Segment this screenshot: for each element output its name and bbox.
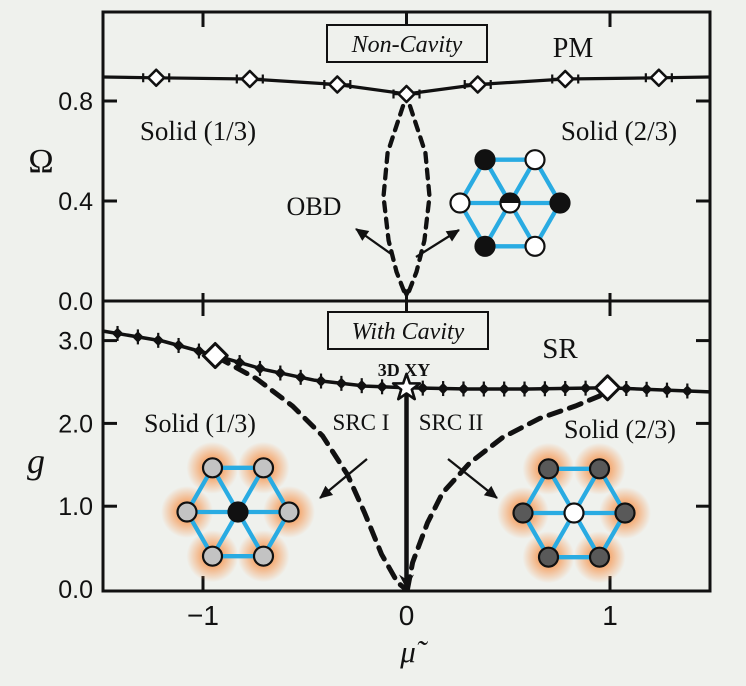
svg-text:0.0: 0.0 [58, 288, 93, 316]
phase-label-solid23-bottom: Solid (2/3) [564, 415, 676, 444]
phase-label-obd: OBD [287, 192, 342, 221]
phase-label-solid13-top: Solid (1/3) [140, 116, 256, 146]
svg-text:0.0: 0.0 [58, 576, 93, 604]
top-yaxis-title: Ω [28, 143, 53, 180]
phase-label-sr: SR [542, 333, 578, 365]
svg-text:0.8: 0.8 [58, 88, 93, 116]
phase-label-solid13-bottom: Solid (1/3) [144, 409, 256, 438]
svg-text:3.0: 3.0 [58, 328, 93, 356]
phase-label-pm: PM [553, 33, 594, 64]
top-panel-title-box [326, 24, 488, 63]
bottom-panel-title-box [327, 311, 489, 350]
phase-label-src2: SRC II [419, 410, 484, 435]
top-panel-title: Non-Cavity [351, 32, 463, 58]
critical-point-label: 3D XY [378, 360, 431, 380]
obd-state-lattice [449, 149, 571, 257]
src1-arrow [319, 458, 368, 499]
obd-arrow-right [415, 229, 460, 258]
solid-13-lattice [161, 441, 315, 583]
bottom-panel-title: With Cavity [352, 319, 465, 345]
xaxis-title: μ̃ [399, 634, 429, 669]
non-cavity-plot [101, 68, 712, 294]
svg-text:1: 1 [602, 600, 618, 631]
svg-text:2.0: 2.0 [58, 410, 93, 438]
bottom-panel-border [101, 299, 712, 593]
svg-text:1.0: 1.0 [58, 493, 93, 521]
obd-lobe-arrowhead [399, 284, 414, 299]
svg-text:0.4: 0.4 [58, 188, 93, 216]
phase-label-solid23-top: Solid (2/3) [561, 116, 677, 146]
src2-arrow [447, 458, 498, 499]
axis-ticks: −1 0 1 0.0 0.4 0.8 0.0 1.0 2.0 3.0 [58, 13, 709, 631]
svg-text:0: 0 [399, 600, 415, 631]
phase-label-src1: SRC I [333, 410, 390, 435]
bottom-yaxis-title: g [27, 441, 45, 481]
svg-text:−1: −1 [187, 600, 219, 631]
solid-23-lattice [497, 442, 651, 584]
obd-arrow-left [355, 228, 395, 257]
src-convergence-arrowhead [399, 574, 414, 589]
lattice-insets [161, 149, 651, 584]
